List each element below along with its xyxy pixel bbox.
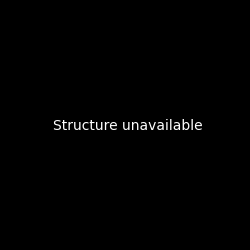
Text: Structure unavailable: Structure unavailable bbox=[53, 119, 203, 133]
